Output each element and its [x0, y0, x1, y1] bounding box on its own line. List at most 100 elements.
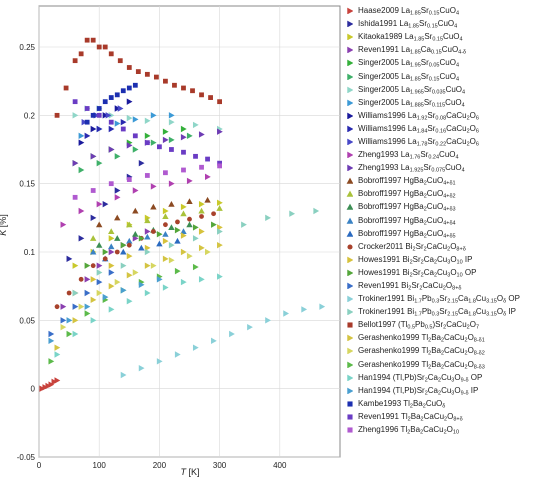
data-point — [108, 95, 114, 100]
data-point — [205, 173, 211, 181]
legend-marker — [347, 73, 353, 80]
data-point — [132, 187, 139, 194]
data-point — [102, 99, 108, 105]
data-point — [114, 194, 121, 201]
data-point — [150, 262, 157, 269]
data-point — [108, 248, 115, 256]
data-point — [132, 116, 139, 123]
legend-marker — [347, 7, 353, 15]
data-point — [187, 216, 192, 222]
data-point — [150, 139, 157, 146]
data-point — [48, 381, 55, 388]
data-point — [108, 243, 115, 250]
data-point — [84, 289, 91, 297]
data-point — [90, 263, 96, 269]
data-point — [156, 231, 163, 238]
data-point — [163, 78, 168, 84]
y-tick-label: 0 — [31, 385, 36, 394]
legend-marker — [347, 348, 353, 355]
data-point — [217, 199, 223, 206]
data-point — [168, 200, 175, 207]
data-point — [114, 278, 121, 286]
legend-label: Han1994 (Tl,Pb)Sr2Ca2Cu3O9-δ OP — [358, 372, 483, 384]
data-point — [78, 303, 85, 310]
data-point — [39, 385, 46, 392]
data-point — [199, 214, 204, 219]
data-point — [132, 231, 139, 237]
data-point — [169, 147, 174, 152]
y-axis-label: K [%] — [0, 214, 8, 236]
data-point — [168, 136, 175, 144]
data-points — [39, 37, 326, 392]
data-point — [217, 241, 223, 249]
data-point — [180, 210, 187, 217]
data-point — [168, 112, 175, 119]
data-point — [42, 384, 49, 391]
legend-item: Singer2005 La1.965Sr0.035CuO4 — [346, 83, 548, 96]
data-point — [168, 118, 175, 126]
data-point — [90, 276, 97, 283]
data-point — [135, 69, 141, 74]
data-point — [174, 237, 181, 244]
data-point — [96, 278, 103, 286]
data-point — [180, 125, 187, 133]
data-point — [120, 88, 126, 94]
data-point — [84, 303, 91, 310]
legend-label: Gerashenko1999 Tl2Ba2CaCu2O8-δ2 — [358, 346, 485, 357]
data-point — [174, 267, 181, 275]
legend-item: Trokiner1991 Bi1.7Pb0.3Sr2.15Ca1.8Cu3.15… — [346, 305, 548, 318]
data-point — [153, 74, 159, 80]
data-point — [60, 221, 67, 228]
data-point — [102, 112, 109, 119]
data-point — [174, 226, 181, 234]
data-point — [144, 71, 150, 77]
data-point — [108, 125, 115, 133]
data-point — [216, 205, 223, 211]
data-point — [72, 99, 78, 105]
data-point — [117, 105, 124, 112]
data-point — [48, 358, 55, 365]
legend-label: Trokiner1991 Bi1.7Pb0.3Sr2.15Ca1.8Cu3.15… — [358, 294, 520, 305]
legend-item: Howes1991 Bi2Sr2Ca2Cu3O10 IP — [346, 253, 548, 266]
legend-marker — [346, 190, 353, 198]
data-point — [96, 200, 103, 208]
x-axis-label: T [K] — [180, 467, 199, 477]
data-point — [144, 262, 151, 269]
data-point — [96, 289, 103, 297]
data-point — [198, 200, 205, 208]
data-point — [174, 351, 181, 358]
data-point — [54, 304, 60, 310]
data-point — [66, 317, 73, 324]
data-point — [66, 290, 72, 296]
data-point — [138, 364, 145, 372]
legend-marker — [347, 112, 353, 119]
legend-marker — [347, 151, 353, 159]
data-point — [96, 125, 103, 133]
data-point — [108, 181, 114, 187]
data-point — [150, 183, 157, 190]
data-point — [217, 160, 222, 166]
data-point — [108, 269, 115, 276]
legend-label: Crocker2011 Bi2Sr2CaCu2O8+δ — [358, 241, 466, 253]
data-point — [180, 278, 187, 286]
data-point — [186, 177, 193, 185]
data-point — [265, 317, 271, 324]
legend-label: Reven1991 Bi2Sr2CaCu2O8+δ — [358, 281, 462, 292]
legend-label: Bobroff1997 HgBa2CuO4+δ5 — [358, 228, 456, 240]
data-point — [89, 248, 97, 255]
data-point — [90, 296, 97, 304]
data-point — [217, 273, 223, 280]
data-point — [319, 303, 326, 310]
data-point — [126, 237, 133, 244]
data-point — [217, 99, 222, 105]
data-point — [138, 281, 145, 288]
data-point — [66, 330, 73, 338]
data-point — [186, 252, 193, 260]
data-point — [217, 228, 223, 235]
plot-area — [38, 5, 341, 458]
data-point — [217, 163, 222, 169]
data-point — [78, 139, 85, 146]
data-point — [192, 121, 199, 129]
legend-item: Williams1996 La1.92Sr0.08CaCu2O6 — [346, 109, 548, 122]
legend-item: Gerashenko1999 Tl2Ba2CaCu2O8-δ1 — [346, 331, 548, 344]
